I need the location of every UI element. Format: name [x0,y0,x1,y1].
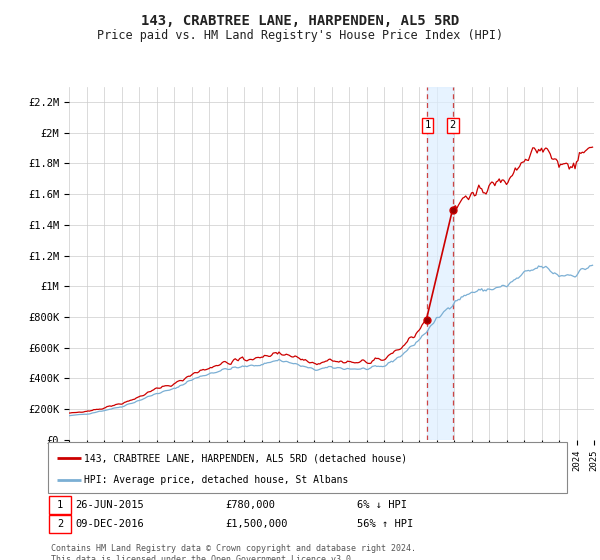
Text: Price paid vs. HM Land Registry's House Price Index (HPI): Price paid vs. HM Land Registry's House … [97,29,503,42]
Bar [427,87,453,440]
Text: 56% ↑ HPI: 56% ↑ HPI [357,519,413,529]
Text: Contains HM Land Registry data © Crown copyright and database right 2024.
This d: Contains HM Land Registry data © Crown c… [51,544,416,560]
Text: 09-DEC-2016: 09-DEC-2016 [75,519,144,529]
Text: £780,000: £780,000 [225,500,275,510]
Text: 26-JUN-2015: 26-JUN-2015 [75,500,144,510]
Text: HPI: Average price, detached house, St Albans: HPI: Average price, detached house, St A… [84,475,349,485]
Text: 2: 2 [57,519,63,529]
Text: 143, CRABTREE LANE, HARPENDEN, AL5 5RD: 143, CRABTREE LANE, HARPENDEN, AL5 5RD [141,14,459,28]
Text: 143, CRABTREE LANE, HARPENDEN, AL5 5RD (detached house): 143, CRABTREE LANE, HARPENDEN, AL5 5RD (… [84,453,407,463]
Text: £1,500,000: £1,500,000 [225,519,287,529]
Text: 1: 1 [57,500,63,510]
Text: 6% ↓ HPI: 6% ↓ HPI [357,500,407,510]
Text: 1: 1 [424,120,431,130]
Text: 2: 2 [449,120,456,130]
